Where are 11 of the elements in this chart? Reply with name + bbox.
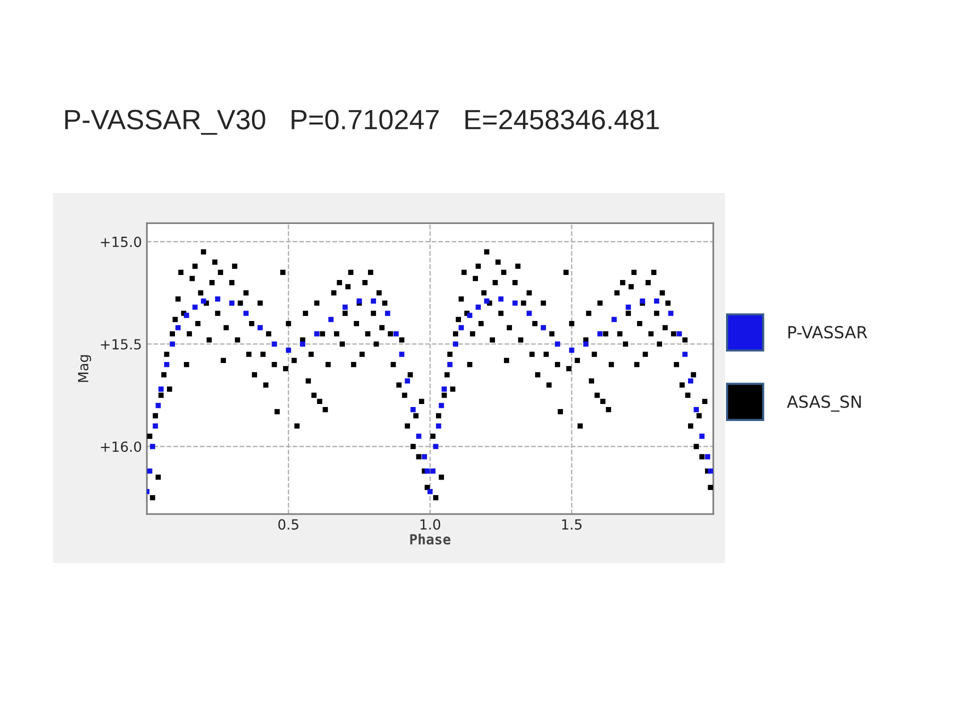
x-axis-title: Phase [410,534,450,545]
y-tick-label: +16.0 [100,441,142,452]
y-axis-title: Mag [78,355,92,382]
x-tick-label: 1.0 [420,519,440,530]
y-tick-label: +15.5 [100,339,141,350]
chart-title: P-VASSAR_V30 P=0.710247 E=2458346.481 [65,110,659,135]
x-tick-label: 0.5 [278,519,298,530]
legend-label: ASAS_SN [786,395,861,412]
x-tick-label: 1.5 [562,519,582,530]
legend-label: P-VASSAR [788,326,868,339]
y-tick-label: +15.0 [100,236,142,248]
